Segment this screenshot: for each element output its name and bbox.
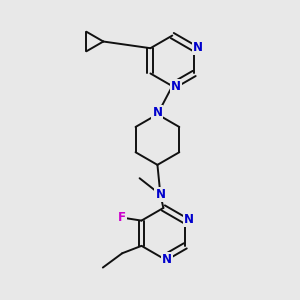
Text: N: N bbox=[152, 106, 162, 119]
Text: N: N bbox=[171, 80, 181, 93]
Text: N: N bbox=[155, 188, 165, 201]
Text: F: F bbox=[118, 211, 126, 224]
Text: N: N bbox=[184, 214, 194, 226]
Text: N: N bbox=[193, 41, 203, 54]
Text: N: N bbox=[162, 253, 172, 266]
